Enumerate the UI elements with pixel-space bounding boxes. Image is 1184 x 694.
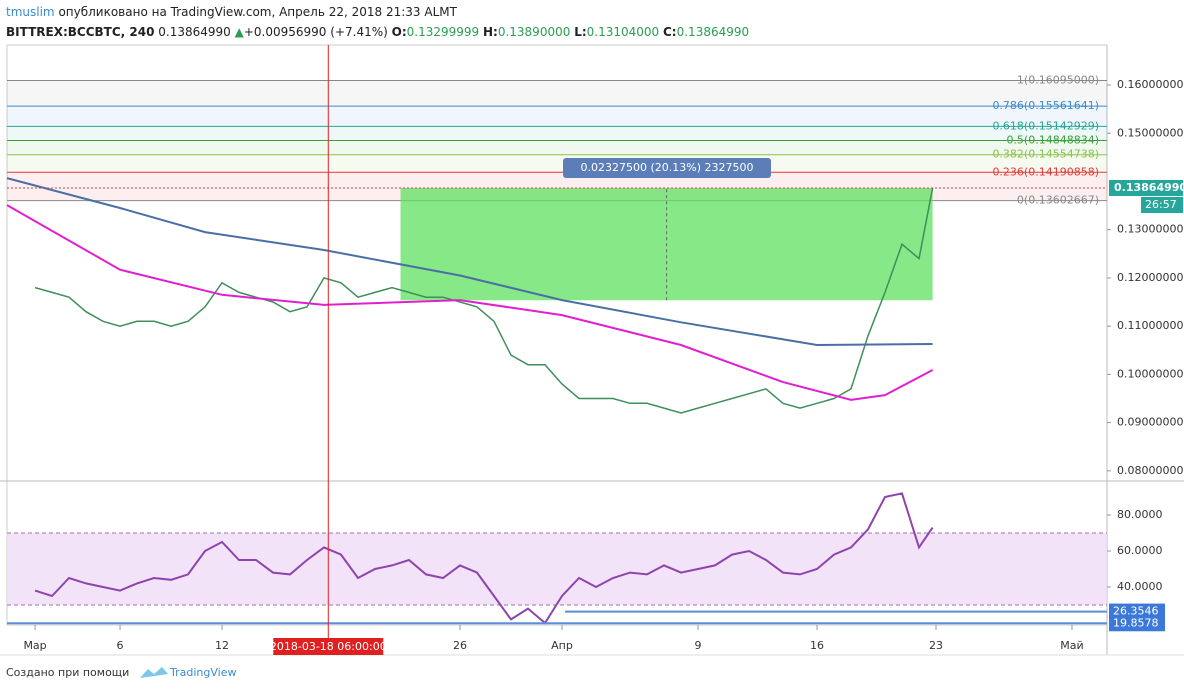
x-tick-label: Мар: [23, 639, 46, 652]
author[interactable]: tmuslim: [6, 5, 55, 19]
header-line-1: tmuslim опубликовано на TradingView.com,…: [6, 2, 749, 22]
fib-label: 0.618(0.15142929): [992, 119, 1099, 132]
published: опубликовано на TradingView.com, Апрель …: [58, 5, 457, 19]
last-price-label: 0.13864990: [1114, 181, 1184, 194]
crosshair-label: 2018-03-18 06:00:00: [270, 640, 387, 653]
y-tick-label: 0.11000000: [1117, 319, 1183, 332]
header-line-2: BITTREX:BCCBTC, 240 0.13864990 ▲+0.00956…: [6, 22, 749, 42]
symbol: BITTREX:BCCBTC, 240: [6, 25, 155, 39]
open-label: O:: [391, 25, 407, 39]
crosshair-tag: [273, 638, 384, 655]
x-tick-label: 6: [117, 639, 124, 652]
rsi-band: [7, 533, 1107, 606]
countdown-tag: [1141, 196, 1183, 213]
logo: [140, 667, 168, 678]
x-tick-label: 26: [453, 639, 467, 652]
fib-label: 0(0.13602667): [1017, 194, 1099, 207]
low-label: L:: [574, 25, 587, 39]
series-line: [6, 177, 933, 347]
level-tag: [1109, 615, 1165, 632]
y-tick-label: 0.08000000: [1117, 464, 1183, 477]
series-line: [34, 187, 934, 414]
y-tick-label: 0.15000000: [1117, 126, 1183, 139]
measure-label-bg: [563, 157, 771, 178]
open: 0.13299999: [406, 25, 480, 39]
y-tick-label: 0.16000000: [1117, 78, 1183, 91]
measure-label: 0.02327500 (20.13%) 2327500: [581, 161, 754, 174]
header: tmuslim опубликовано на TradingView.com,…: [6, 2, 749, 42]
fib-zone: [7, 106, 1107, 127]
plot-frame: [6, 44, 1108, 626]
fib-zone: [7, 126, 1107, 141]
x-tick-label: 23: [929, 639, 943, 652]
high-label: H:: [482, 25, 498, 39]
change: +0.00956990 (+7.41%): [243, 25, 388, 39]
high: 0.13890000: [497, 25, 571, 39]
close-label: C:: [663, 25, 677, 39]
footer-brand[interactable]: TradingView: [169, 666, 236, 679]
y-tick-label: 40.0000: [1117, 580, 1163, 593]
last: 0.13864990: [158, 25, 231, 39]
fib-label: 0.786(0.15561641): [992, 99, 1099, 112]
x-tick-label: Май: [1060, 639, 1083, 652]
series-line: [34, 492, 934, 625]
fib-zone: [7, 140, 1107, 155]
y-tick-label: 0.12000000: [1117, 271, 1183, 284]
fib-label: 0.382(0.14554738): [992, 148, 1099, 161]
footer-text: Создано при помощи: [6, 666, 129, 679]
y-tick-label: 80.0000: [1117, 508, 1163, 521]
x-tick-label: 9: [695, 639, 702, 652]
x-tick-label: Апр: [551, 639, 573, 652]
last-price-tag: [1109, 179, 1183, 196]
y-tick-label: 0.09000000: [1117, 416, 1183, 429]
countdown-label: 26:57: [1145, 198, 1177, 211]
y-tick-label: 60.0000: [1117, 544, 1163, 557]
y-tick-label: 0.13000000: [1117, 223, 1183, 236]
level-label: 19.8578: [1113, 616, 1159, 629]
x-tick-label: 16: [810, 639, 824, 652]
x-tick-label: 12: [215, 639, 229, 652]
fib-zone: [7, 80, 1107, 107]
fib-label: 1(0.16095000): [1017, 73, 1099, 86]
level-label: 26.3546: [1113, 605, 1159, 618]
fib-zone: [7, 154, 1107, 173]
series-line: [6, 204, 934, 401]
y-tick-label: 0.10000000: [1117, 367, 1183, 380]
low: 0.13104000: [586, 25, 660, 39]
arrow: ▲: [234, 25, 244, 39]
fib-label: 0.236(0.14190858): [992, 165, 1099, 178]
close: 0.13864990: [676, 25, 750, 39]
fib-label: 0.5(0.14848834): [1006, 134, 1099, 147]
